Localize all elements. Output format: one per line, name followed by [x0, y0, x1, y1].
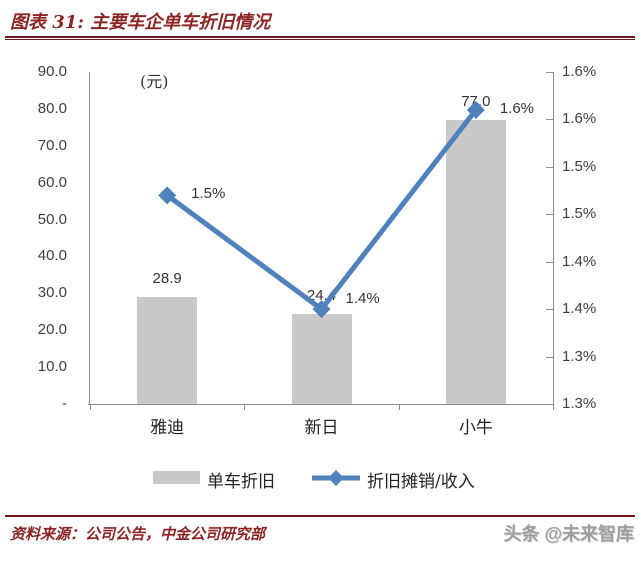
y-left-tick-label: 80.0 [37, 99, 67, 117]
y-axis-right [553, 72, 554, 404]
line-value-label: 1.6% [499, 99, 535, 117]
y-right-tick-mark [546, 357, 554, 358]
x-axis-tick [399, 404, 400, 410]
bar-value-label: 28.9 [152, 270, 182, 288]
bar [291, 313, 352, 404]
y-left-tick-label: 90.0 [37, 63, 67, 80]
y-left-tick-label: 30.0 [37, 284, 67, 302]
category-label: 小牛 [458, 418, 493, 438]
title-rule [5, 36, 635, 40]
y-right-tick-mark [546, 262, 554, 263]
y-axis-left [89, 72, 90, 404]
bar [445, 119, 506, 404]
x-axis-tick [553, 404, 554, 410]
y-right-tick-mark [546, 72, 554, 73]
y-right-tick-label: 1.4% [562, 300, 597, 318]
y-right-tick-mark [546, 404, 554, 405]
x-axis-tick [244, 404, 245, 410]
y-left-tick-label: 60.0 [37, 173, 67, 191]
y-right-tick-label: 1.5% [562, 157, 597, 175]
y-right-tick-label: 1.4% [562, 252, 597, 270]
y-right-tick-label: 1.3% [562, 395, 597, 412]
left-axis-unit-label: (元) [140, 72, 169, 91]
y-right-tick-mark [546, 119, 554, 120]
y-left-tick-label: 40.0 [37, 247, 67, 265]
y-right-tick-mark [546, 214, 554, 215]
y-right-tick-label: 1.3% [562, 347, 597, 365]
y-right-tick-mark [546, 167, 554, 168]
category-label: 新日 [304, 418, 339, 438]
source-note: 资料来源：公司公告，中金公司研究部 [10, 525, 266, 543]
figure-title: 图表 31: 主要车企单车折旧情况 [10, 12, 271, 33]
y-left-tick-label: - [62, 395, 67, 412]
line-value-label: 1.4% [345, 290, 380, 308]
line-marker-diamond [158, 186, 177, 205]
bar [137, 297, 198, 404]
category-label: 雅迪 [150, 418, 185, 438]
y-left-tick-label: 20.0 [37, 321, 67, 339]
y-right-tick-mark [546, 309, 554, 310]
y-right-tick-label: 1.5% [562, 205, 597, 223]
y-left-tick-label: 50.0 [37, 210, 67, 228]
x-axis [88, 404, 554, 405]
footer-rule [5, 515, 635, 517]
line-value-label: 1.5% [191, 185, 226, 203]
x-axis-tick [90, 404, 91, 410]
y-left-tick-label: 10.0 [37, 358, 67, 376]
y-right-tick-label: 1.6% [562, 110, 597, 128]
y-right-tick-label: 1.6% [562, 63, 597, 80]
y-left-tick-label: 70.0 [37, 136, 67, 154]
watermark-logo: 头条 @未来智库 [503, 524, 634, 544]
